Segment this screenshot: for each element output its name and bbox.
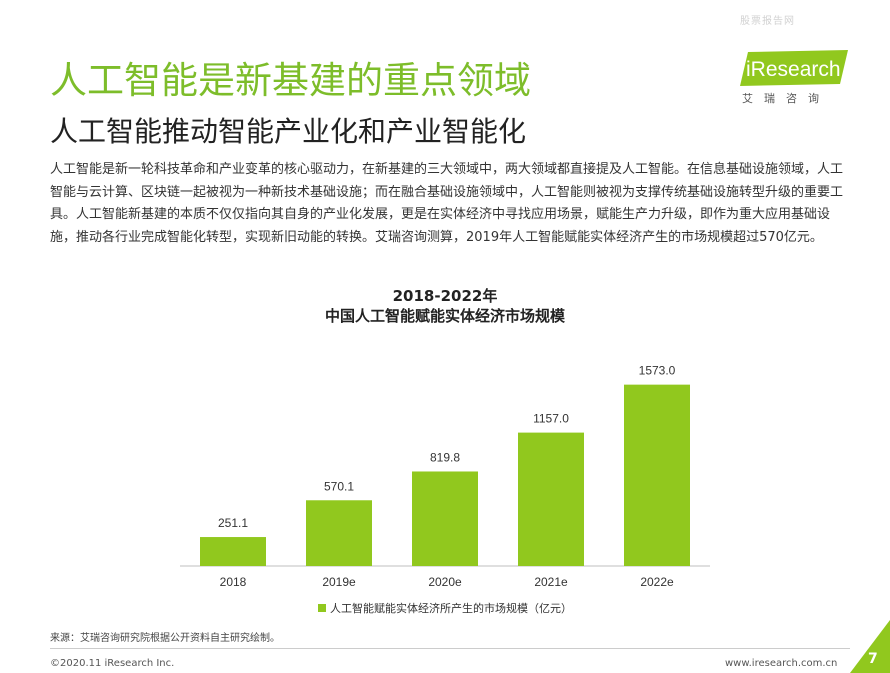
page-title: 人工智能是新基建的重点领域 xyxy=(50,59,531,102)
logo-text: iResearch xyxy=(746,58,841,81)
website-link[interactable]: www.iresearch.com.cn xyxy=(725,658,838,669)
page-number: 7 xyxy=(868,651,878,667)
chart-title: 2018-2022年 xyxy=(392,287,498,305)
data-label-2022e: 1573.0 xyxy=(639,364,676,378)
legend-label: 人工智能赋能实体经济所产生的市场规模（亿元） xyxy=(330,602,572,615)
chart-subtitle: 中国人工智能赋能实体经济市场规模 xyxy=(324,307,565,325)
x-tick-label-2022e: 2022e xyxy=(640,575,674,589)
data-label-2020e: 819.8 xyxy=(430,450,460,464)
logo-chinese-text: 艾瑞咨询 xyxy=(742,92,830,105)
bar-2020e xyxy=(412,471,478,566)
page-corner-icon xyxy=(850,620,890,673)
x-tick-label-2019e: 2019e xyxy=(322,575,356,589)
x-tick-label-2021e: 2021e xyxy=(534,575,568,589)
data-label-2018: 251.1 xyxy=(218,516,248,530)
footer-divider xyxy=(50,648,850,649)
body-paragraph: 人工智能是新一轮科技革命和产业变革的核心驱动力，在新基建的三大领域中，两大领域都… xyxy=(50,162,844,245)
bar-2018 xyxy=(200,537,266,566)
copyright-text: ©2020.11 iResearch Inc. xyxy=(50,658,175,669)
bar-2022e xyxy=(624,384,690,566)
watermark-text: 股票报告网 xyxy=(740,16,795,27)
legend-swatch xyxy=(318,604,326,612)
chart-legend: 人工智能赋能实体经济所产生的市场规模（亿元） xyxy=(0,600,890,616)
logo-shape-icon: iResearch xyxy=(740,50,848,86)
bar-2019e xyxy=(306,500,372,566)
iresearch-logo: iResearch 艾瑞咨询 xyxy=(740,50,850,106)
x-tick-label-2018: 2018 xyxy=(220,575,247,589)
page-subtitle: 人工智能推动智能产业化和产业智能化 xyxy=(50,115,527,148)
source-note: 来源：艾瑞咨询研究院根据公开资料自主研究绘制。 xyxy=(50,633,280,644)
data-label-2021e: 1157.0 xyxy=(533,412,569,426)
bar-2021e xyxy=(518,432,584,566)
bar-chart: 251.1 2018 570.1 2019e 819.8 2020e 1157.0 2021e… xyxy=(180,364,710,589)
x-tick-label-2020e: 2020e xyxy=(428,575,462,589)
data-label-2019e: 570.1 xyxy=(324,479,354,493)
